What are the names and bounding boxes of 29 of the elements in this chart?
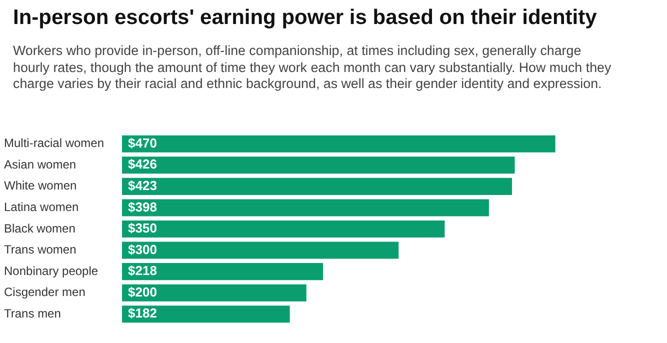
data-label: $218: [128, 263, 157, 278]
bar: [122, 156, 515, 174]
bar: [122, 199, 489, 216]
data-label: $423: [128, 178, 157, 193]
data-label: $300: [128, 242, 157, 257]
bar: [122, 220, 445, 238]
bar: [122, 178, 512, 195]
data-label: $426: [128, 156, 157, 172]
bar: [122, 135, 556, 152]
y-tick-label: Nonbinary people: [4, 264, 98, 278]
y-tick-label: Latina women: [4, 200, 79, 214]
bar: [122, 263, 323, 280]
data-label: $398: [128, 199, 157, 214]
chart-title: In-person escorts' earning power is based on their identity: [13, 6, 597, 30]
bar: [122, 284, 306, 302]
y-tick-label: Cisgender men: [4, 285, 86, 300]
y-tick-label: White women: [4, 178, 77, 193]
y-tick-label: Black women: [4, 221, 76, 236]
y-tick-label: Asian women: [4, 157, 76, 172]
data-label: $182: [128, 306, 157, 321]
y-tick-label: Trans men: [4, 306, 61, 320]
chart-subtitle: Workers who provide in-person, off-line companionship, at times including sex, generally charge hourly rates, though the amount of time they work each month can vary substantially. How much they charge varies by their racial and ethnic background, as well as their gender identity and expression.: [13, 43, 612, 92]
bar: [122, 306, 290, 323]
bar: [122, 242, 399, 259]
y-tick-label: Trans women: [4, 242, 76, 257]
data-label: $200: [128, 284, 157, 300]
data-label: $470: [128, 135, 157, 150]
y-tick-label: Multi-racial women: [4, 136, 104, 150]
data-label: $350: [128, 220, 157, 236]
